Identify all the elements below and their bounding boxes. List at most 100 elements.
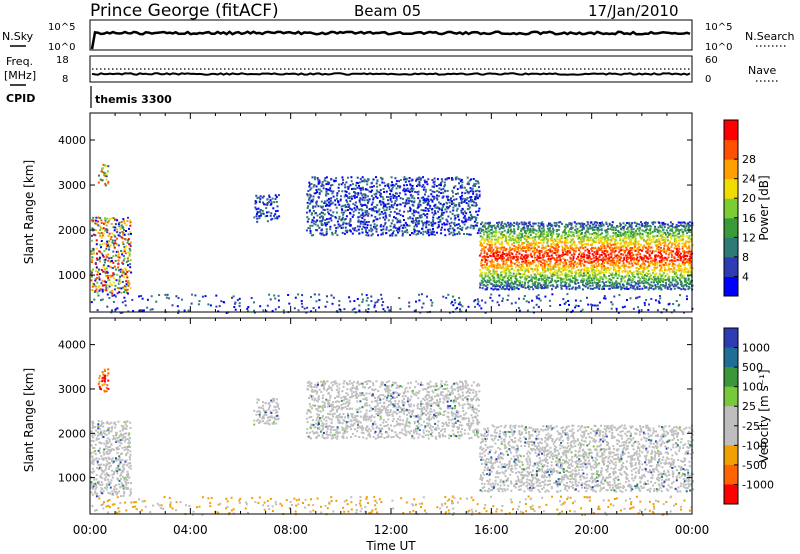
data-cell [465, 189, 468, 192]
data-cell [393, 216, 395, 219]
data-cell [467, 305, 470, 308]
data-cell [422, 224, 425, 227]
data-cell [687, 288, 690, 290]
data-cell [523, 283, 526, 286]
data-cell [651, 250, 654, 253]
data-cell [382, 188, 385, 190]
data-cell [643, 225, 646, 227]
data-cell [351, 188, 353, 191]
data-cell [545, 251, 548, 254]
data-cell [437, 224, 440, 226]
data-cell [637, 276, 640, 279]
data-cell [424, 230, 427, 233]
data-cell [146, 298, 149, 301]
data-cell [639, 253, 642, 256]
data-cell [340, 208, 343, 211]
data-cell [617, 231, 620, 234]
data-cell [538, 254, 541, 257]
data-cell [540, 251, 543, 254]
data-cell [371, 207, 374, 210]
data-cell [531, 282, 534, 285]
data-cell [111, 239, 114, 242]
data-cell [489, 249, 492, 252]
data-cell [676, 253, 679, 256]
data-cell [642, 248, 644, 250]
data-cell [676, 281, 679, 284]
data-cell [354, 209, 357, 212]
data-cell [552, 252, 555, 254]
data-cell [106, 451, 108, 453]
data-cell [93, 233, 95, 236]
data-cell [642, 271, 645, 274]
data-cell [120, 291, 123, 294]
data-cell [613, 283, 616, 286]
data-cell [670, 237, 673, 240]
data-cell [579, 261, 582, 264]
data-cell [534, 274, 537, 277]
data-cell [176, 305, 179, 308]
data-cell [676, 269, 679, 272]
data-cell [308, 197, 311, 199]
data-cell [648, 303, 650, 306]
data-cell [347, 185, 350, 188]
data-cell [549, 272, 552, 275]
data-cell [597, 246, 600, 249]
data-cell [105, 433, 108, 436]
data-cell [467, 218, 470, 221]
data-cell [362, 186, 364, 189]
data-cell [123, 287, 126, 290]
data-cell [670, 287, 673, 290]
data-cell [494, 287, 497, 290]
data-cell [264, 215, 267, 218]
data-cell [650, 298, 653, 300]
data-cell [588, 232, 591, 235]
data-cell [603, 247, 606, 250]
data-cell [567, 278, 570, 281]
data-cell [397, 195, 400, 197]
data-cell [117, 223, 120, 225]
data-cell [393, 223, 396, 226]
data-cell [330, 197, 333, 200]
data-cell [477, 300, 480, 303]
data-cell [532, 225, 535, 228]
data-cell [418, 230, 421, 233]
data-cell [253, 309, 256, 312]
data-cell [426, 197, 428, 200]
data-cell [99, 243, 102, 246]
data-cell [352, 214, 355, 217]
data-cell [475, 202, 478, 204]
data-cell [457, 177, 460, 180]
data-cell [544, 269, 547, 272]
data-cell [113, 294, 116, 297]
data-cell [683, 251, 686, 254]
data-cell [538, 305, 540, 308]
data-cell [342, 223, 344, 226]
data-cell [363, 199, 366, 202]
data-cell [467, 203, 470, 206]
data-cell [502, 260, 505, 263]
data-cell [617, 235, 620, 237]
data-cell [119, 231, 121, 234]
data-cell [407, 217, 410, 220]
data-cell [591, 288, 594, 290]
data-cell [575, 263, 578, 266]
data-cell [105, 173, 108, 176]
data-cell [572, 234, 575, 236]
data-cell [583, 267, 586, 270]
data-cell [218, 305, 221, 308]
data-cell [431, 225, 434, 228]
data-cell [97, 427, 100, 429]
data-cell [97, 428, 100, 431]
data-cell [323, 213, 326, 216]
data-cell [105, 267, 108, 270]
data-cell [315, 189, 318, 192]
data-cell [625, 233, 627, 236]
data-cell [647, 270, 650, 272]
data-cell [366, 183, 369, 186]
data-cell [328, 212, 331, 215]
data-cell [128, 243, 131, 246]
data-cell [617, 246, 620, 249]
data-cell [616, 264, 619, 267]
data-cell [641, 222, 644, 225]
data-cell [472, 184, 475, 187]
